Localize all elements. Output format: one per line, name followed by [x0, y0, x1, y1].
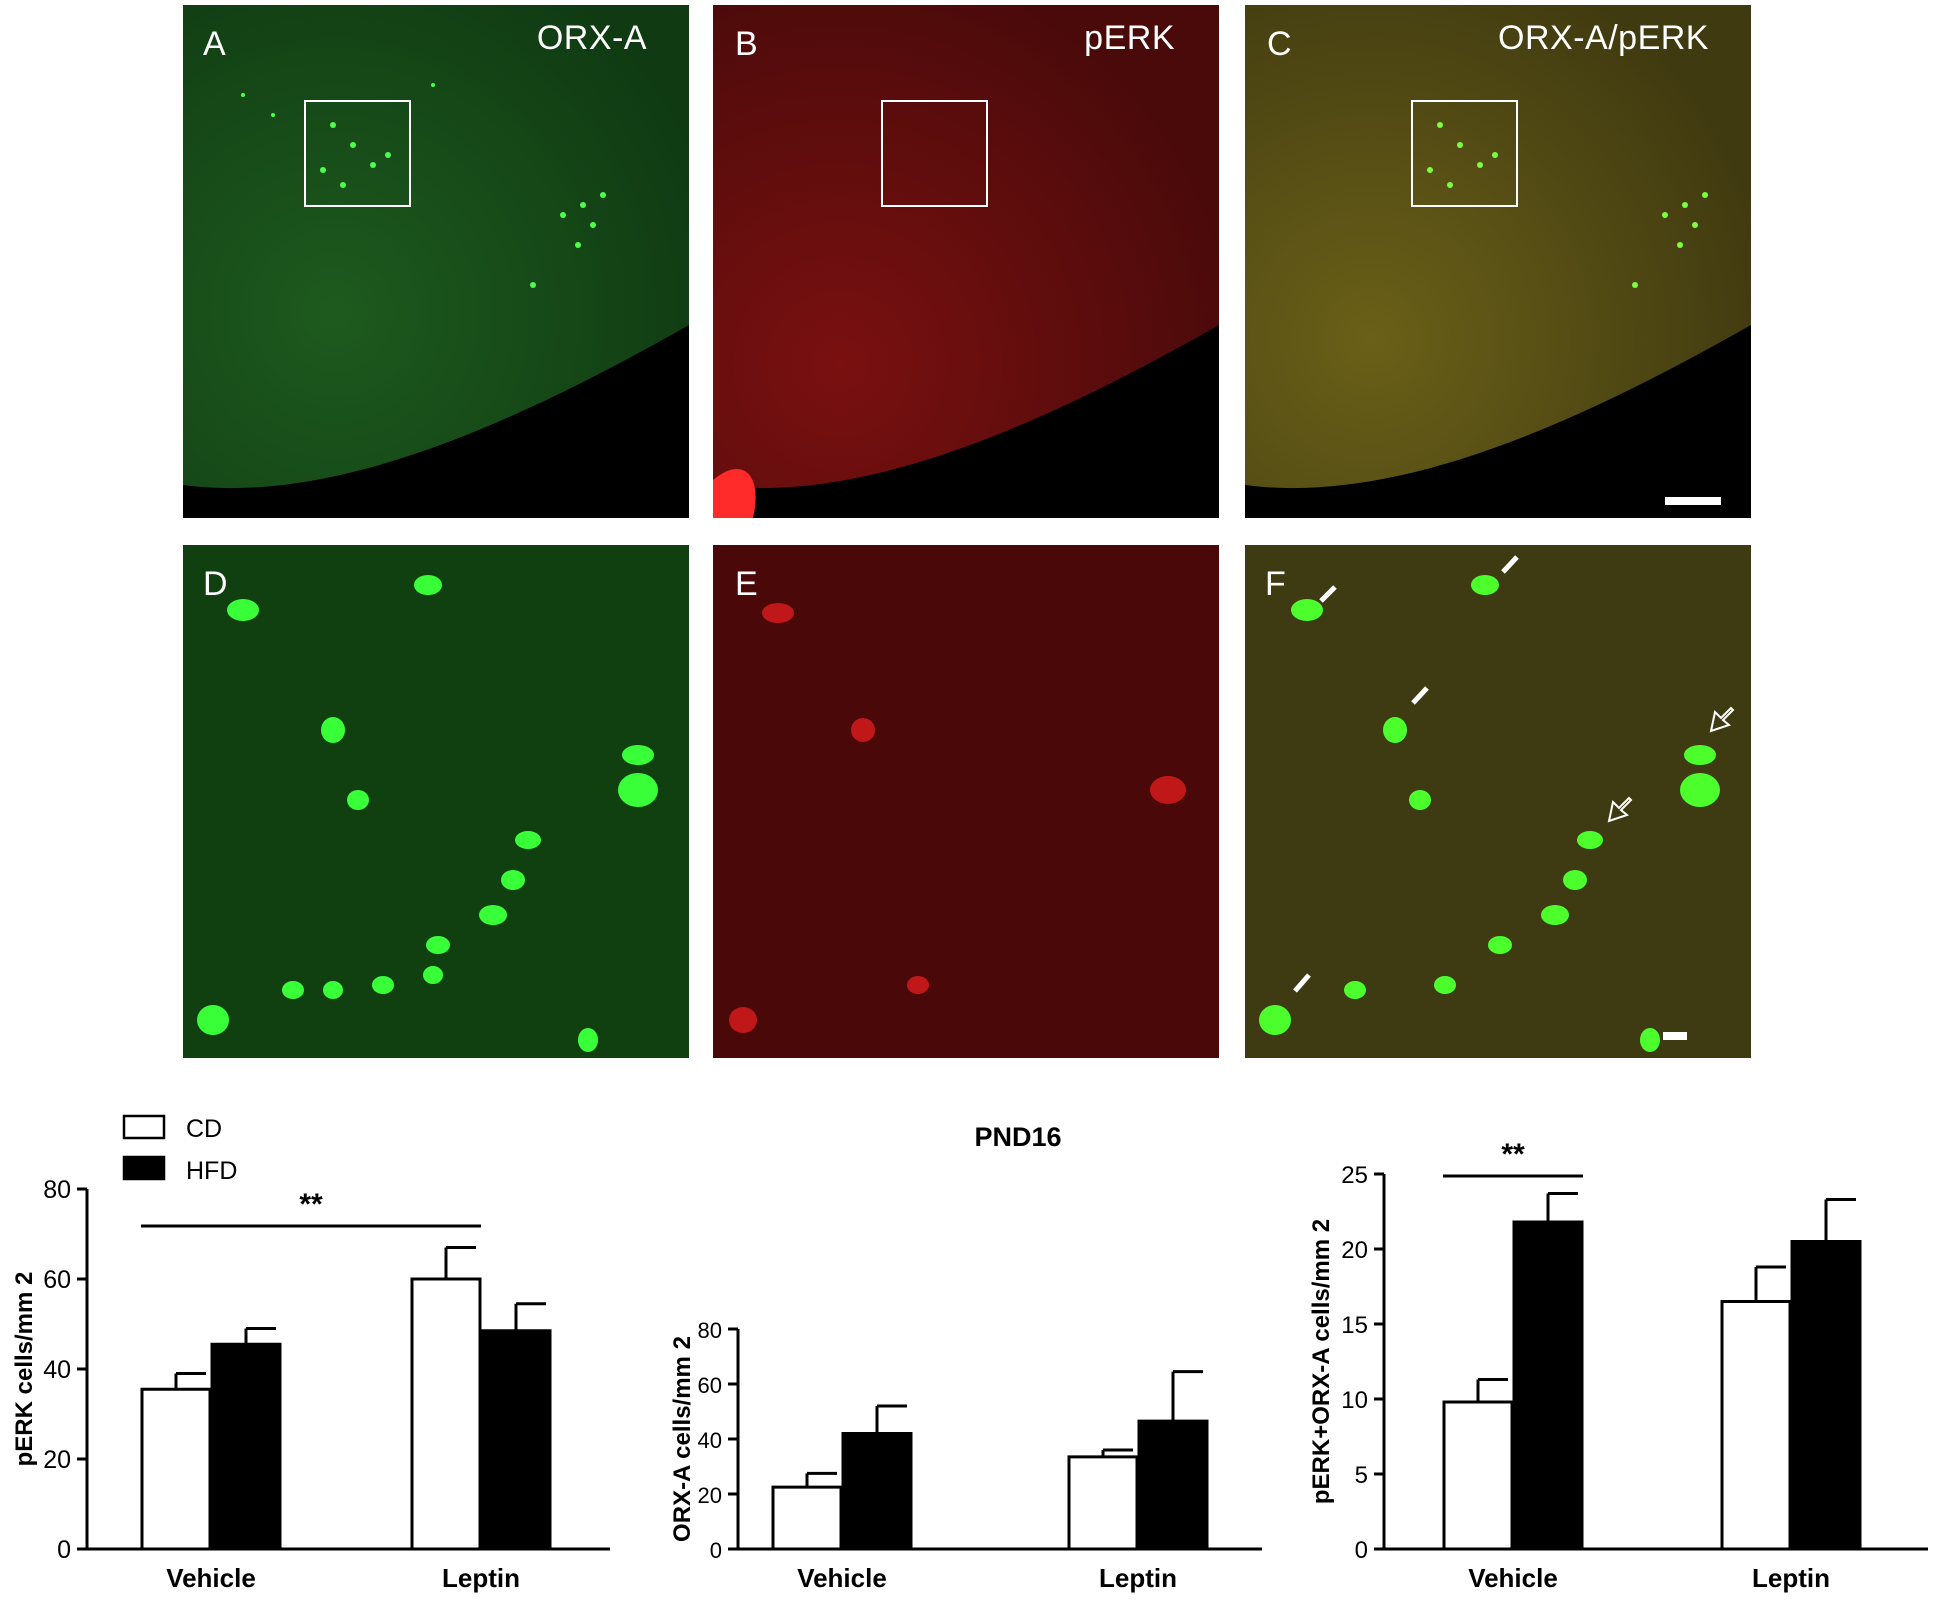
bar — [841, 1432, 913, 1551]
arrow-icon — [1411, 686, 1429, 705]
category-label: Leptin — [1752, 1563, 1830, 1593]
bar — [410, 1277, 482, 1551]
y-axis-title: pERK+ORX-A cells/mm 2 — [1308, 1219, 1335, 1504]
y-tick-label: 60 — [698, 1373, 722, 1398]
legend-label-cd: CD — [186, 1115, 222, 1143]
stain-label: ORX-A — [536, 19, 647, 57]
category-label: Vehicle — [1468, 1563, 1558, 1593]
arrow-icon — [1501, 555, 1519, 574]
stain-label: pERK — [1084, 19, 1175, 57]
significance-label: ** — [299, 1188, 323, 1221]
bar — [1720, 1300, 1792, 1551]
micrograph-merge-high — [1245, 545, 1751, 1058]
micrograph-orx-a-low — [183, 5, 689, 518]
panel-letter: A — [203, 25, 227, 63]
bar — [210, 1342, 282, 1551]
chart-heading: PND16 — [974, 1122, 1061, 1152]
roi-box — [1411, 100, 1518, 207]
panel-letter: F — [1265, 565, 1287, 603]
y-tick-label: 20 — [698, 1483, 722, 1508]
y-axis-title: pERK cells/mm 2 — [11, 1272, 38, 1467]
y-tick-label: 20 — [43, 1446, 71, 1474]
chart-perk: 0 20 40 60 80 pERK cells/mm 2 Vehicle Leptin ** — [11, 1176, 610, 1593]
open-arrow-icon — [1607, 796, 1633, 823]
y-tick-label: 20 — [1341, 1237, 1368, 1264]
panel-b-perk: B pERK — [713, 5, 1219, 518]
bar — [1790, 1240, 1862, 1551]
panel-letter: B — [735, 25, 759, 63]
panel-a-orx-a: A ORX-A — [183, 5, 689, 518]
y-tick-label: 60 — [43, 1266, 71, 1294]
category-label: Vehicle — [797, 1563, 887, 1593]
micrograph-perk-high — [713, 545, 1219, 1058]
bar — [771, 1485, 843, 1551]
y-tick-label: 0 — [710, 1538, 722, 1563]
panel-d-orx-a: D — [183, 545, 689, 1058]
bar — [1512, 1220, 1584, 1551]
y-tick-label: 40 — [698, 1428, 722, 1453]
scale-bar — [1663, 1032, 1687, 1040]
category-label: Vehicle — [166, 1563, 256, 1593]
micrograph-merge-low — [1245, 5, 1751, 518]
micrograph-orx-a-high — [183, 545, 689, 1058]
panel-c-merge: C ORX-A/pERK — [1245, 5, 1751, 518]
legend-swatch-hfd — [122, 1155, 166, 1181]
stain-label: ORX-A/pERK — [1498, 19, 1709, 57]
y-tick-label: 5 — [1355, 1462, 1368, 1489]
category-label: Leptin — [442, 1563, 520, 1593]
category-label: Leptin — [1099, 1563, 1177, 1593]
scale-bar — [1665, 497, 1721, 505]
bar — [1137, 1419, 1209, 1551]
roi-box — [304, 100, 411, 207]
arrow-icon — [1293, 973, 1311, 993]
roi-box — [881, 100, 988, 207]
legend: CD HFD — [122, 1114, 237, 1185]
y-tick-label: 0 — [57, 1536, 71, 1564]
panel-letter: C — [1267, 25, 1293, 63]
chart-perk-orx-a: 0 5 10 15 20 25 pERK+ORX-A cells/mm 2 Vehicle Le… — [1308, 1138, 1928, 1593]
y-tick-label: 25 — [1341, 1162, 1368, 1189]
y-tick-label: 10 — [1341, 1387, 1368, 1414]
panel-letter: E — [735, 565, 759, 603]
micrograph-perk-low — [713, 5, 1219, 518]
legend-label-hfd: HFD — [186, 1157, 237, 1185]
bar — [1067, 1455, 1139, 1551]
significance-label: ** — [1501, 1138, 1525, 1171]
bar — [480, 1329, 552, 1551]
y-axis-title: ORX-A cells/mm 2 — [669, 1336, 696, 1542]
open-arrow-icon — [1709, 706, 1735, 733]
legend-swatch-cd — [122, 1114, 166, 1140]
bar — [140, 1387, 212, 1551]
y-tick-label: 0 — [1355, 1537, 1368, 1564]
y-tick-label: 80 — [43, 1176, 71, 1204]
panel-f-merge: F — [1245, 545, 1751, 1058]
panel-e-perk: E — [713, 545, 1219, 1058]
panel-letter: D — [203, 565, 229, 603]
y-tick-label: 80 — [698, 1318, 722, 1343]
bar — [1442, 1400, 1514, 1551]
arrow-icon — [1319, 585, 1337, 603]
y-tick-label: 15 — [1341, 1312, 1368, 1339]
y-tick-label: 40 — [43, 1356, 71, 1384]
